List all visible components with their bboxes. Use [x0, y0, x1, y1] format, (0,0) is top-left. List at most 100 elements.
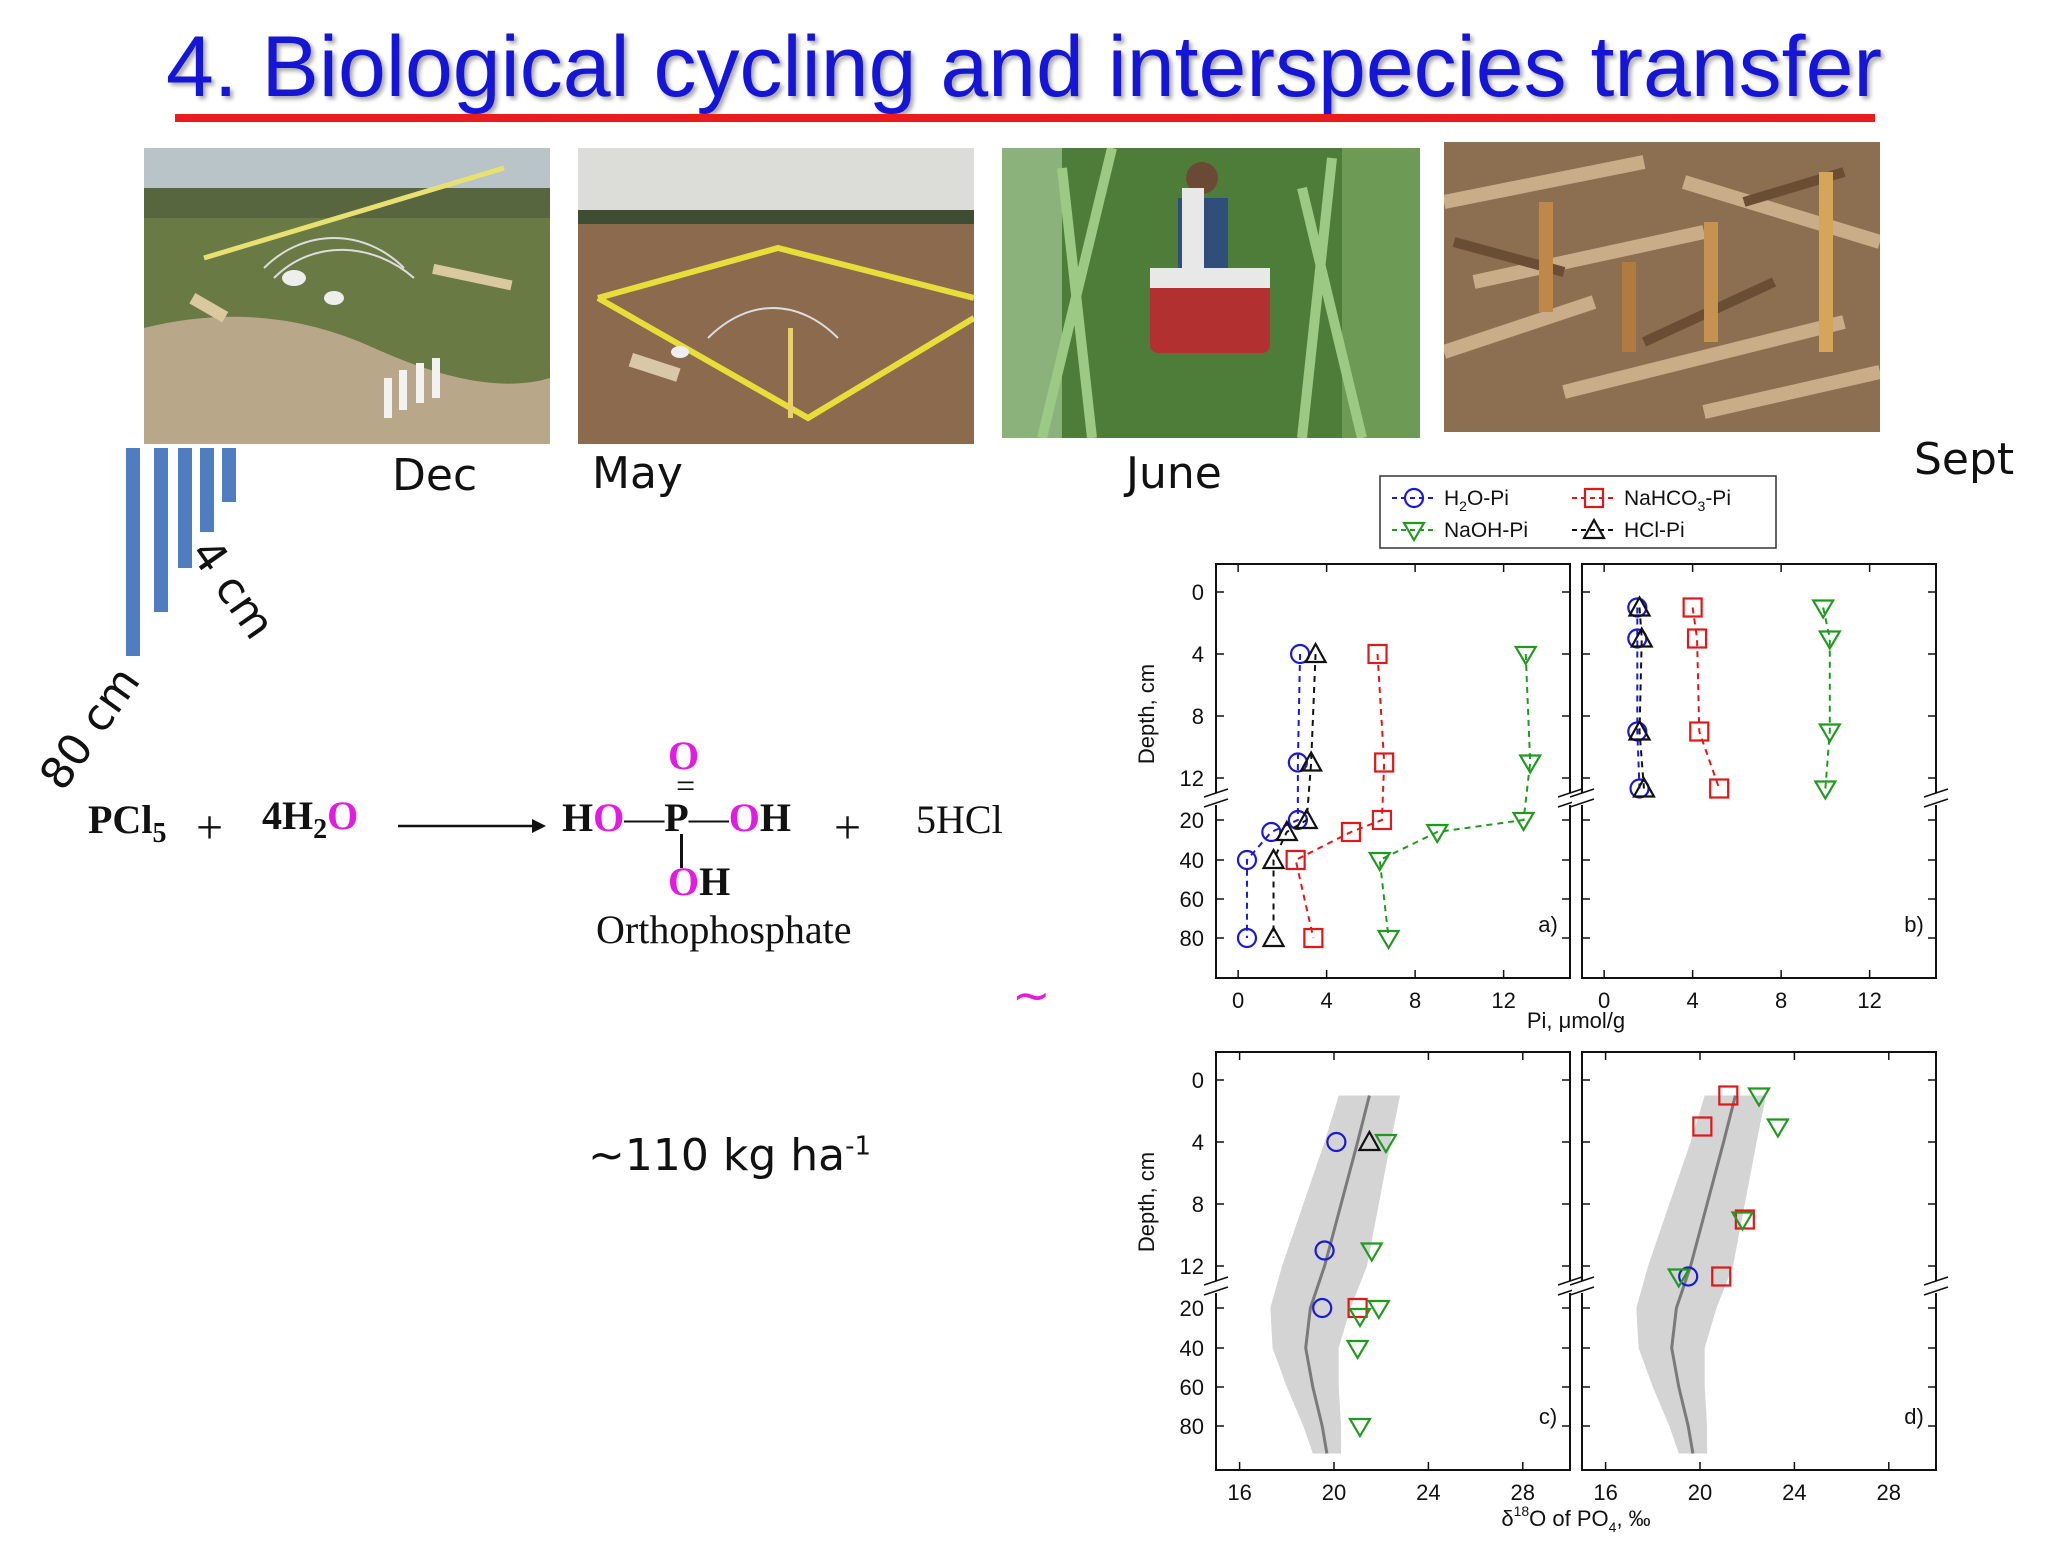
panel-b-point-1-1 [1686, 628, 1708, 649]
caption-dec: Dec [392, 450, 478, 501]
tilde-mark: ~ [1012, 968, 1051, 1022]
panel-a-point-1-5 [1303, 927, 1324, 949]
panel-a-ylabel: Depth, cm [1134, 664, 1159, 764]
panel-c-equilibrium-line [1304, 1095, 1371, 1454]
reaction-arrow [398, 816, 548, 841]
panel-b-point-3-0 [1627, 595, 1652, 617]
panel-a-break-mark-a-1 [1557, 788, 1583, 798]
panel-c-ytick-label-5: 40 [1180, 1336, 1204, 1361]
panel-a-point-1-2 [1371, 809, 1393, 831]
top-xlabel: Pi, μmol/g [1527, 1008, 1625, 1033]
panel-c-break-mark-a-1 [1557, 1276, 1583, 1286]
panel-c-ytick-label-4: 20 [1180, 1296, 1204, 1321]
panel-a-point-2-4 [1367, 851, 1392, 873]
single-bond-vertical [680, 834, 683, 868]
panel-a-ytick-label-7: 80 [1180, 926, 1204, 951]
panel-a-ytick-label-1: 4 [1192, 642, 1204, 667]
phosphate-bottom-oh: OH [668, 859, 731, 904]
panel-a-ytick-label-0: 0 [1192, 580, 1204, 605]
panel-b-point-2-1 [1817, 630, 1842, 651]
panel-a-xtick-label-3: 12 [1491, 988, 1515, 1013]
panel-d-point-2-1 [1765, 1118, 1790, 1139]
panel-a-point-3-1 [1299, 750, 1324, 772]
panel-c-point-2-0 [1373, 1133, 1398, 1155]
phosphate-top-oxygen: O [668, 733, 700, 778]
panel-b-series-line-3 [1638, 607, 1645, 789]
photo-june-cornfield [1002, 148, 1420, 438]
panel-a-frame [1215, 563, 1571, 979]
panel-c-ytick-label-0: 0 [1192, 1068, 1204, 1093]
legend-label-2: NaOH-Pi [1444, 519, 1528, 542]
double-bond: = [676, 768, 696, 805]
panel-d-point-1-0 [1718, 1085, 1739, 1106]
panel-a-point-2-2 [1511, 811, 1536, 833]
panel-d-point-2-0 [1747, 1087, 1771, 1108]
panel-c-ytick-label-3: 12 [1180, 1254, 1204, 1279]
panel-b-break-mark-b-1 [1923, 798, 1949, 808]
panel-a-point-2-5 [1376, 929, 1401, 951]
panel-a-ytick-label-2: 8 [1192, 704, 1204, 729]
legend-label-3: HCl-Pi [1624, 519, 1685, 542]
legend-marker-3 [1582, 517, 1606, 540]
product-hcl: 5HCl [916, 797, 1003, 842]
caption-may: May [592, 448, 683, 499]
panel-c-point-2-5 [1348, 1417, 1372, 1439]
panel-a-series-line-2 [1378, 653, 1532, 939]
panel-b-series-line-2 [1822, 607, 1831, 789]
caption-june: June [1126, 448, 1222, 499]
panel-d-frame [1581, 1051, 1937, 1471]
panel-b-break-mark-a-1 [1923, 788, 1949, 798]
panel-c-point-2-2 [1366, 1299, 1391, 1321]
panel-a-point-2-3 [1425, 823, 1450, 845]
panel-a-point-3-4 [1261, 847, 1286, 870]
panel-c-ytick-label-1: 4 [1192, 1130, 1204, 1155]
panel-c-point-2-4 [1345, 1339, 1370, 1361]
panel-c-point-3-0 [1357, 1129, 1382, 1152]
panel-a-point-1-1 [1374, 752, 1395, 773]
panel-b-point-3-1 [1629, 626, 1654, 648]
panel-c-ytick-label-2: 8 [1192, 1192, 1204, 1217]
panel-b-xtick-label-3: 12 [1857, 988, 1881, 1013]
panel-a-point-1-4 [1285, 849, 1306, 871]
panel-c-xtick-label-1: 20 [1322, 1480, 1346, 1505]
panel-a-label: a) [1538, 912, 1558, 937]
title-underline [175, 114, 1875, 122]
panel-c-point-2-3 [1348, 1307, 1372, 1329]
panel-b-point-3-2 [1627, 719, 1652, 741]
panel-b-xtick-label-0: 0 [1598, 988, 1610, 1013]
panel-a-point-3-2 [1294, 807, 1319, 830]
depth-bar-80cm [126, 448, 140, 656]
panel-d-break-mark-a-1 [1923, 1276, 1949, 1286]
panel-a-break-mark-a-0 [1203, 788, 1229, 798]
panel-a-point-3-3 [1274, 819, 1299, 842]
panel-a-point-2-0 [1513, 645, 1538, 667]
panel-d-break-mark-b-0 [1569, 1286, 1595, 1296]
panel-a-ytick-label-4: 20 [1180, 808, 1204, 833]
panel-c-frame [1215, 1051, 1571, 1471]
panel-d-break-mark-a-0 [1569, 1276, 1595, 1286]
panel-a-series-line-1 [1294, 653, 1386, 939]
plus-sign-1: + [196, 801, 224, 854]
panel-c-ytick-label-7: 80 [1180, 1414, 1204, 1439]
panel-d-point-2-2 [1730, 1211, 1755, 1232]
panel-d-break-mark-b-1 [1923, 1286, 1949, 1296]
legend-label-1: NaHCO3-Pi [1624, 487, 1731, 514]
panel-c-ylabel: Depth, cm [1134, 1152, 1159, 1252]
panel-b-break-mark-a-0 [1569, 788, 1595, 798]
panel-a-point-1-0 [1367, 643, 1388, 665]
phosphate-main-chain: HO—P—OH [562, 795, 791, 840]
panel-d-xtick-label-2: 24 [1782, 1480, 1806, 1505]
panel-d-point-1-3 [1711, 1266, 1732, 1287]
panel-c-equilibrium-band [1270, 1095, 1401, 1454]
plus-sign-2: + [834, 801, 862, 854]
panel-d-label: d) [1904, 1404, 1924, 1429]
panel-a-xtick-label-2: 8 [1409, 988, 1421, 1013]
panel-c-break-mark-b-0 [1203, 1286, 1229, 1296]
legend-label-0: H2O-Pi [1444, 487, 1509, 514]
depth-bar-20cm [178, 448, 192, 568]
panel-b-point-1-2 [1689, 721, 1710, 742]
panel-a-break-mark-b-0 [1203, 798, 1229, 808]
panel-c-point-0-1 [1314, 1240, 1335, 1261]
panel-b-xtick-label-2: 8 [1775, 988, 1787, 1013]
panel-a-xtick-label-1: 4 [1321, 988, 1333, 1013]
